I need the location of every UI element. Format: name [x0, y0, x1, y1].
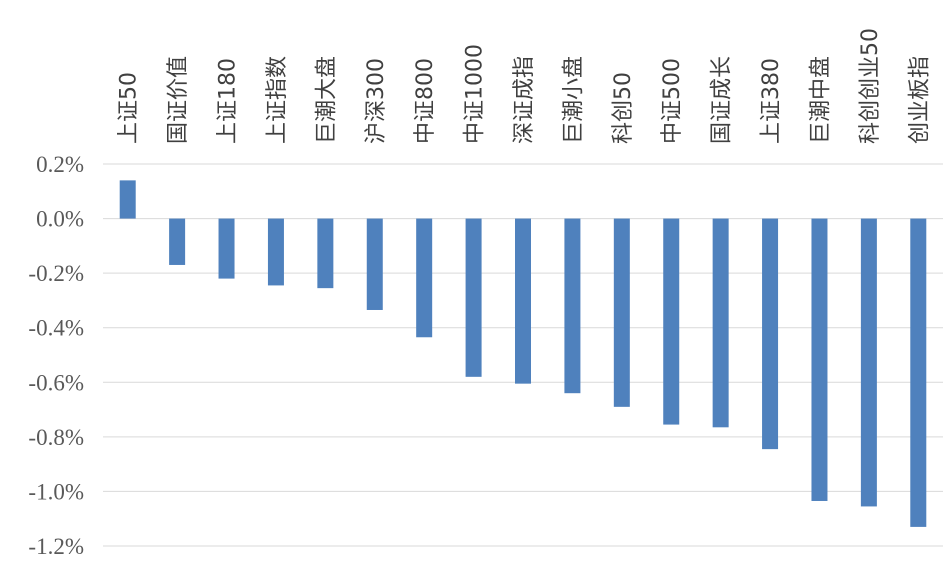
y-axis-tick-labels: 0.2% 0.0% -0.2% -0.4% -0.6% -0.8% -1.0% -1.2%	[28, 152, 84, 559]
y-tick-label: -0.4%	[28, 316, 84, 341]
y-tick-label: 0.2%	[36, 152, 84, 177]
category-label: 创业板指	[907, 56, 932, 144]
y-tick-label: -0.8%	[28, 425, 84, 450]
bar	[712, 218, 729, 428]
bar	[613, 218, 630, 407]
bar	[515, 218, 531, 384]
bar	[465, 218, 482, 377]
bar	[860, 218, 877, 507]
bar	[663, 218, 680, 425]
category-label: 巨潮大盘	[314, 56, 339, 144]
category-label: 上证50	[117, 72, 142, 144]
bar	[119, 180, 136, 219]
bar	[811, 218, 828, 501]
y-tick-label: -1.2%	[28, 534, 84, 559]
bar	[169, 218, 186, 265]
y-tick-label: -0.6%	[28, 370, 84, 395]
bar	[366, 218, 383, 310]
y-tick-label: -1.0%	[28, 479, 84, 504]
category-label: 巨潮中盘	[808, 56, 833, 144]
category-label: 科创创业50	[858, 28, 883, 144]
category-label: 中证1000	[463, 44, 488, 144]
bar	[416, 218, 433, 338]
category-label: 深证成指	[512, 56, 537, 144]
category-labels: 上证50 国证价值 上证180 上证指数 巨潮大盘 沪深300 中证800 中证1000 深证成…	[117, 28, 933, 144]
bar	[910, 218, 927, 527]
bar	[564, 218, 581, 394]
bars	[119, 180, 927, 527]
category-label: 上证指数	[265, 56, 290, 144]
bar	[762, 218, 779, 450]
y-tick-label: 0.0%	[36, 207, 84, 232]
category-label: 中证800	[413, 58, 438, 144]
category-label: 国证价值	[166, 56, 191, 144]
category-label: 上证380	[759, 58, 784, 144]
category-label: 上证180	[216, 58, 241, 144]
category-label: 沪深300	[364, 58, 389, 144]
category-label: 巨潮小盘	[561, 56, 586, 144]
category-label: 科创50	[611, 72, 636, 144]
bar	[267, 218, 284, 286]
category-label: 国证成长	[710, 56, 735, 144]
category-label: 中证500	[660, 58, 685, 144]
y-tick-label: -0.2%	[28, 261, 84, 286]
bar	[218, 218, 235, 279]
bar	[317, 218, 334, 289]
